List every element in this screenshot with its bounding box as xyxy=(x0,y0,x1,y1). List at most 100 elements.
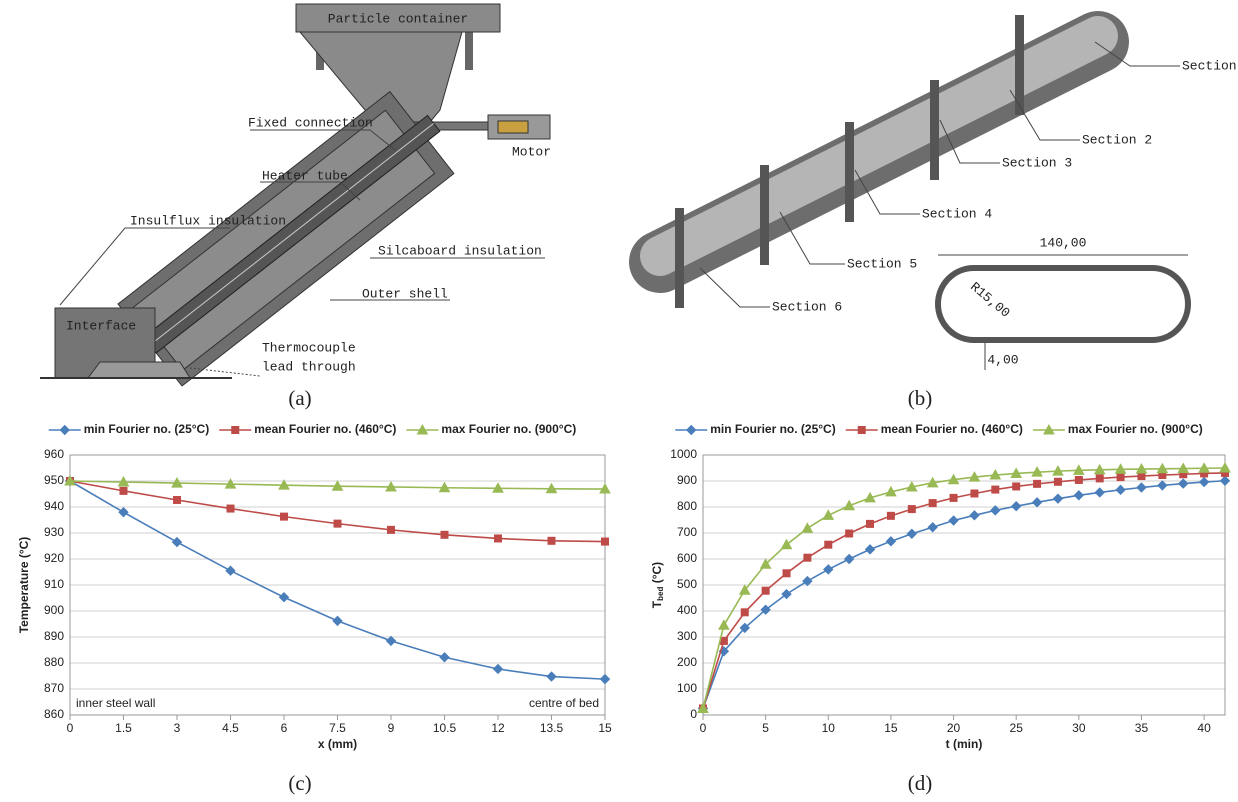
marker xyxy=(332,615,343,627)
marker xyxy=(991,485,1000,494)
x-tick-label: 7.5 xyxy=(329,721,346,735)
marker xyxy=(1052,465,1064,476)
x-tick-label: 15 xyxy=(598,721,612,735)
caption: (a) xyxy=(288,386,311,410)
legend-marker xyxy=(1043,423,1055,435)
leader xyxy=(854,169,920,215)
marker xyxy=(1031,466,1043,477)
label: 140,00 xyxy=(1040,235,1087,250)
marker xyxy=(64,474,76,486)
marker xyxy=(719,636,728,645)
marker xyxy=(801,522,814,533)
series-line xyxy=(702,467,1226,709)
y-tick-label: 500 xyxy=(677,577,697,591)
label: Silcaboard insulation xyxy=(378,243,542,258)
chart: 860 870 880 890 900 910 920 930 940 950 960 0 1.5 3 4.… xyxy=(17,422,612,795)
marker xyxy=(823,564,834,575)
x-tick-label: 9 xyxy=(388,721,395,735)
y-tick-label: 600 xyxy=(677,551,697,565)
marker xyxy=(803,553,812,562)
marker xyxy=(547,536,556,545)
marker xyxy=(1053,477,1062,486)
y-tick-label: 960 xyxy=(44,447,64,461)
caption: (c) xyxy=(288,771,311,795)
y-tick-label: 930 xyxy=(44,525,64,539)
marker xyxy=(990,505,1001,516)
x-tick-label: 13.5 xyxy=(540,721,564,735)
label: Outer shell xyxy=(362,286,448,301)
x-tick-label: 40 xyxy=(1197,721,1211,735)
flange xyxy=(465,30,473,70)
label: Thermocouple xyxy=(262,340,356,355)
x-tick-label: 30 xyxy=(1072,721,1086,735)
series-line xyxy=(69,480,606,680)
marker xyxy=(494,534,502,543)
marker xyxy=(385,635,397,647)
marker xyxy=(928,499,937,508)
y-tick-label: 100 xyxy=(677,681,697,695)
flange xyxy=(1015,15,1024,115)
caption: (b) xyxy=(908,386,933,410)
chart: 0 100 200 300 400 500 600 700 800 900 1000 0 5 10 15 20… xyxy=(650,422,1231,795)
label: Section 1 xyxy=(1182,58,1238,73)
marker xyxy=(1178,478,1189,489)
x-tick-label: 3 xyxy=(174,721,181,735)
marker xyxy=(333,519,342,528)
x-tick-label: 12 xyxy=(491,721,505,735)
marker xyxy=(492,663,504,675)
legend-label: max Fourier no. (900°C) xyxy=(441,422,576,436)
leader xyxy=(260,181,361,201)
legend-marker xyxy=(416,423,429,435)
marker xyxy=(118,506,129,518)
y-tick-label: 860 xyxy=(44,707,64,721)
y-axis-label: Temperature (°C) xyxy=(17,537,31,634)
x-tick-label: 5 xyxy=(762,721,769,735)
y-tick-label: 900 xyxy=(677,473,697,487)
marker xyxy=(822,509,835,520)
marker xyxy=(1052,493,1064,504)
label: 4,00 xyxy=(987,352,1018,367)
marker xyxy=(1094,487,1105,498)
marker xyxy=(278,479,290,490)
x-tick-label: 35 xyxy=(1135,721,1149,735)
marker xyxy=(385,480,397,492)
marker xyxy=(780,538,793,550)
y-tick-label: 950 xyxy=(44,473,64,487)
marker xyxy=(599,673,611,685)
marker xyxy=(845,529,854,538)
marker xyxy=(1074,475,1083,484)
y-tick-label: 920 xyxy=(44,551,64,565)
marker xyxy=(738,584,751,595)
marker xyxy=(546,671,557,682)
label: Particle container xyxy=(328,11,468,26)
marker xyxy=(224,478,237,489)
y-tick-label: 200 xyxy=(677,655,697,669)
marker xyxy=(886,511,895,520)
marker xyxy=(906,528,918,539)
marker xyxy=(545,482,558,494)
marker xyxy=(947,473,960,485)
label: Section 5 xyxy=(847,256,917,271)
legend-label: mean Fourier no. (460°C) xyxy=(254,422,396,436)
marker xyxy=(885,485,897,497)
marker xyxy=(601,537,609,546)
marker xyxy=(226,504,235,513)
marker xyxy=(599,483,611,494)
y-axis-label-main: T xyxy=(650,600,664,608)
label: Heater tube xyxy=(262,168,348,183)
marker xyxy=(171,477,183,488)
diagram-a: Particle container Fixed connection Moto… xyxy=(40,3,551,410)
marker xyxy=(824,540,833,549)
x-tick-label: 0 xyxy=(700,721,707,735)
leader xyxy=(939,119,1000,164)
marker xyxy=(1157,480,1168,491)
x-axis-label: t (min) xyxy=(946,737,983,751)
leader xyxy=(1009,89,1080,141)
x-tick-label: 15 xyxy=(884,721,898,735)
label: Section 6 xyxy=(772,299,842,314)
x-tick-label: 4.5 xyxy=(222,721,239,735)
tube xyxy=(117,90,455,387)
y-tick-label: 940 xyxy=(44,499,64,513)
legend-marker xyxy=(231,426,240,434)
